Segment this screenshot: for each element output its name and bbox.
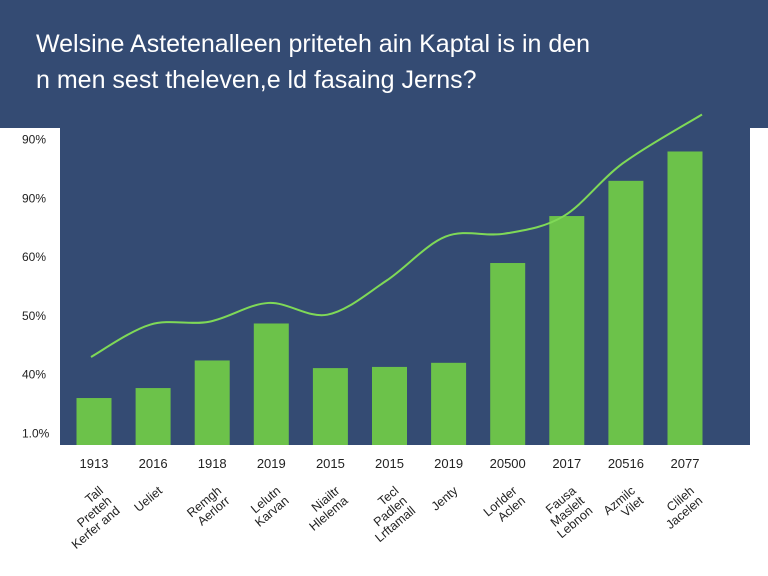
y-tick-label-5: 90%	[22, 133, 46, 147]
x-tick-label-7: 20500	[490, 456, 526, 471]
bar-6	[431, 362, 467, 445]
x-axis-ticks: 1913 2016 1918 2019 2015 2015 2019 20500 2017 205…	[80, 456, 700, 471]
x-tick-label-8: 2017	[552, 456, 581, 471]
x-tick-label-6: 2019	[434, 456, 463, 471]
chart-title-line-1: Welsine Astetenalleen priteteh ain Kapta…	[36, 30, 591, 58]
x-tick-label-3: 2019	[257, 456, 286, 471]
bar-1	[135, 388, 171, 445]
bars-layer	[76, 151, 703, 446]
bar-4	[312, 368, 348, 445]
bar-2	[194, 360, 230, 445]
x-tick-label-0: 1913	[80, 456, 109, 471]
y-axis-ticks: 1.0% 40% 50% 60% 90% 90%	[22, 133, 50, 441]
category-label-6: Jenty	[429, 483, 461, 513]
bar-9	[608, 180, 644, 446]
chart-header: Welsine Astetenalleen priteteh ain Kapta…	[0, 0, 768, 128]
y-tick-label-4: 90%	[22, 191, 46, 205]
chart-title-line-2: n men sest theleven,e ld fasaing Jerns?	[36, 66, 477, 94]
x-tick-label-9: 20516	[608, 456, 644, 471]
trend-line	[90, 113, 703, 358]
x-tick-label-5: 2015	[375, 456, 404, 471]
x-tick-label-1: 2016	[139, 456, 168, 471]
y-tick-label-0: 1.0%	[22, 426, 50, 440]
category-label-line: Ueliet	[132, 483, 166, 515]
bar-3	[253, 323, 289, 445]
bar-0	[76, 398, 112, 445]
x-tick-label-4: 2015	[316, 456, 345, 471]
bar-7	[490, 263, 526, 445]
bar-8	[549, 216, 585, 445]
x-tick-label-2: 1918	[198, 456, 227, 471]
category-label-line: Jenty	[429, 483, 461, 513]
bar-5	[372, 366, 407, 445]
x-tick-label-10: 2077	[671, 456, 700, 471]
y-tick-label-1: 40%	[22, 368, 46, 382]
trend-line-layer	[90, 113, 703, 358]
bar-10	[667, 151, 703, 445]
category-label-1: Ueliet	[132, 483, 166, 515]
y-tick-label-3: 60%	[22, 250, 46, 264]
y-tick-label-2: 50%	[22, 309, 46, 323]
